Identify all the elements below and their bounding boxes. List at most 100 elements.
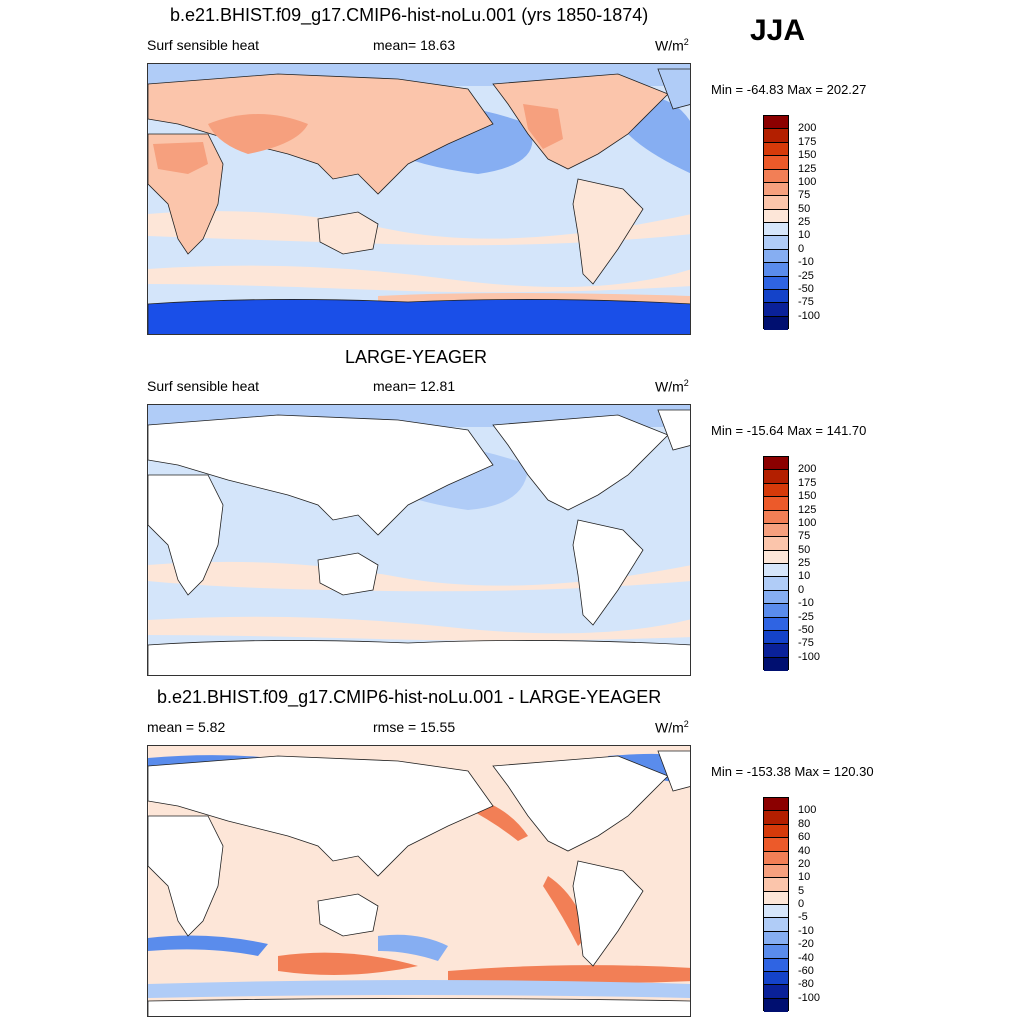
colorbar-swatch [764, 958, 788, 972]
colorbar-tick-label: -75 [798, 637, 814, 650]
colorbar-swatch [764, 864, 788, 879]
colorbar-tick-label: -80 [798, 978, 814, 991]
colorbar-swatch [764, 824, 788, 839]
colorbar-tick-label: 0 [798, 583, 805, 596]
colorbar-tick-label: 40 [798, 844, 811, 857]
panel3-map-plot [148, 746, 690, 1016]
colorbar-swatch [764, 811, 788, 825]
colorbar-swatch [764, 878, 788, 892]
colorbar-tick-label: 10 [798, 229, 811, 242]
colorbar-swatch [764, 523, 788, 538]
colorbar-swatch [764, 604, 788, 618]
panel1-min-max: Min = -64.83 Max = 202.27 [711, 82, 867, 97]
panel3-title: b.e21.BHIST.f09_g17.CMIP6-hist-noLu.001 … [157, 687, 662, 707]
colorbar-tick-label: 150 [798, 490, 817, 503]
colorbar-swatch [764, 169, 788, 183]
colorbar-swatch [764, 590, 788, 605]
colorbar-tick-label: 200 [798, 122, 817, 135]
colorbar-tick-label: 5 [798, 884, 805, 897]
panel1-map-plot [148, 64, 690, 334]
colorbar-swatch [764, 644, 788, 658]
colorbar-tick-label: -25 [798, 269, 814, 282]
panel1-colorbar [763, 115, 789, 330]
colorbar-tick-label: -50 [798, 282, 814, 295]
panel2-mean-label: mean= 12.81 [373, 378, 456, 394]
colorbar-tick-label: -100 [798, 309, 821, 322]
colorbar-tick-label: -10 [798, 256, 814, 269]
colorbar-tick-label: -60 [798, 964, 814, 977]
colorbar-swatch [764, 470, 788, 484]
colorbar-tick-label: 150 [798, 149, 817, 162]
colorbar-tick-label: 125 [798, 162, 817, 175]
colorbar-tick-label: 10 [798, 871, 811, 884]
colorbar-swatch [764, 971, 788, 986]
colorbar-swatch [764, 537, 788, 551]
colorbar-swatch [764, 798, 788, 812]
colorbar-tick-label: 0 [798, 242, 805, 255]
panel2-colorbar [763, 456, 789, 671]
colorbar-swatch [764, 891, 788, 905]
colorbar-swatch [764, 550, 788, 564]
panel3-map [147, 745, 691, 1017]
colorbar-swatch [764, 998, 788, 1012]
colorbar-swatch [764, 236, 788, 250]
panel1-map [147, 63, 691, 335]
colorbar-swatch [764, 142, 788, 157]
colorbar-swatch [764, 838, 788, 852]
colorbar-swatch [764, 617, 788, 631]
colorbar-tick-label: 100 [798, 804, 817, 817]
colorbar-swatch [764, 249, 788, 264]
colorbar-tick-label: -75 [798, 296, 814, 309]
colorbar-tick-label: 100 [798, 175, 817, 188]
colorbar-tick-label: 80 [798, 817, 811, 830]
colorbar-swatch [764, 510, 788, 524]
colorbar-tick-label: 75 [798, 530, 811, 543]
colorbar-swatch [764, 630, 788, 645]
colorbar-swatch [764, 156, 788, 170]
colorbar-swatch [764, 209, 788, 223]
colorbar-tick-label: 60 [798, 831, 811, 844]
season-label: JJA [750, 14, 806, 47]
panel1-mean-label: mean= 18.63 [373, 37, 456, 53]
colorbar-swatch [764, 931, 788, 946]
colorbar-tick-label: -5 [798, 911, 808, 924]
colorbar-swatch [764, 657, 788, 671]
colorbar-swatch [764, 263, 788, 277]
colorbar-tick-label: -100 [798, 650, 821, 663]
colorbar-tick-label: 100 [798, 516, 817, 529]
colorbar-swatch [764, 457, 788, 471]
colorbar-tick-label: 200 [798, 463, 817, 476]
colorbar-tick-label: -20 [798, 938, 814, 951]
colorbar-swatch [764, 564, 788, 578]
colorbar-swatch [764, 116, 788, 130]
colorbar-tick-label: 175 [798, 135, 817, 148]
colorbar-tick-label: -50 [798, 623, 814, 636]
colorbar-tick-label: -40 [798, 951, 814, 964]
colorbar-swatch [764, 577, 788, 591]
panel1-units: W/m2 [655, 37, 689, 54]
colorbar-swatch [764, 985, 788, 999]
colorbar-tick-label: 0 [798, 898, 805, 910]
colorbar-tick-label: 20 [798, 857, 811, 870]
colorbar-swatch [764, 483, 788, 498]
colorbar-swatch [764, 918, 788, 932]
colorbar-swatch [764, 289, 788, 304]
panel3-rmse-label: rmse = 15.55 [373, 719, 456, 735]
colorbar-tick-label: -10 [798, 924, 814, 937]
colorbar-tick-label: 175 [798, 476, 817, 489]
colorbar-swatch [764, 945, 788, 959]
panel3-colorbar [763, 797, 789, 1012]
panel2-title: LARGE-YEAGER [345, 347, 488, 367]
colorbar-tick-label: 75 [798, 189, 811, 202]
panel1-variable-label: Surf sensible heat [147, 37, 260, 53]
colorbar-swatch [764, 316, 788, 330]
panel1-title: b.e21.BHIST.f09_g17.CMIP6-hist-noLu.001 … [170, 5, 649, 25]
colorbar-swatch [764, 303, 788, 317]
colorbar-swatch [764, 497, 788, 511]
panel3-units: W/m2 [655, 719, 689, 736]
colorbar-swatch [764, 196, 788, 210]
colorbar-swatch [764, 276, 788, 290]
panel2-units: W/m2 [655, 378, 689, 395]
colorbar-tick-label: -25 [798, 610, 814, 623]
colorbar-tick-label: 10 [798, 570, 811, 583]
